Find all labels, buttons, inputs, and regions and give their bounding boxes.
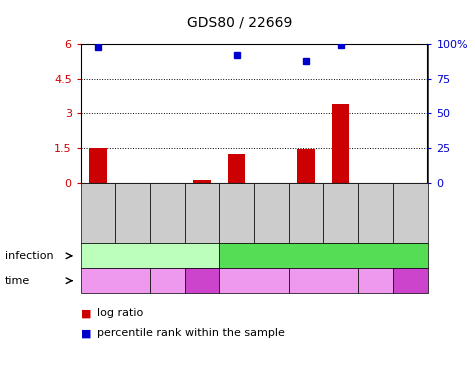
- Bar: [297, 149, 315, 183]
- Text: 0.5 hour: 0.5 hour: [234, 276, 275, 286]
- Text: ■: ■: [81, 328, 91, 339]
- Text: 4 hour: 4 hour: [186, 276, 218, 286]
- Text: GSM1810: GSM1810: [128, 191, 137, 235]
- Bar: [228, 154, 246, 183]
- Bar: [89, 148, 107, 183]
- Text: time: time: [5, 276, 30, 286]
- Text: GSM1818: GSM1818: [336, 191, 345, 235]
- Text: GSM1819: GSM1819: [371, 191, 380, 235]
- Text: wildtype: wildtype: [300, 251, 347, 261]
- Text: 2 hour: 2 hour: [360, 276, 391, 286]
- Text: GSM1813: GSM1813: [302, 191, 311, 235]
- Text: GSM1806: GSM1806: [198, 191, 207, 235]
- Text: 1 hour: 1 hour: [308, 276, 339, 286]
- Text: GSM1812: GSM1812: [163, 191, 172, 235]
- Text: GDS80 / 22669: GDS80 / 22669: [187, 15, 293, 29]
- Text: GSM1811: GSM1811: [267, 191, 276, 235]
- Text: infection: infection: [5, 251, 53, 261]
- Text: percentile rank within the sample: percentile rank within the sample: [97, 328, 285, 339]
- Text: GSM1807: GSM1807: [406, 191, 415, 235]
- Text: log ratio: log ratio: [97, 308, 143, 318]
- Text: GSM1804: GSM1804: [94, 191, 103, 235]
- Bar: [193, 179, 211, 183]
- Text: 4 hour: 4 hour: [394, 276, 426, 286]
- Text: ■: ■: [81, 308, 91, 318]
- Text: 1 hour: 1 hour: [152, 276, 183, 286]
- Text: mock: mock: [135, 251, 165, 261]
- Bar: [332, 104, 350, 183]
- Text: 0.5 hour: 0.5 hour: [95, 276, 136, 286]
- Text: GSM1805: GSM1805: [232, 191, 241, 235]
